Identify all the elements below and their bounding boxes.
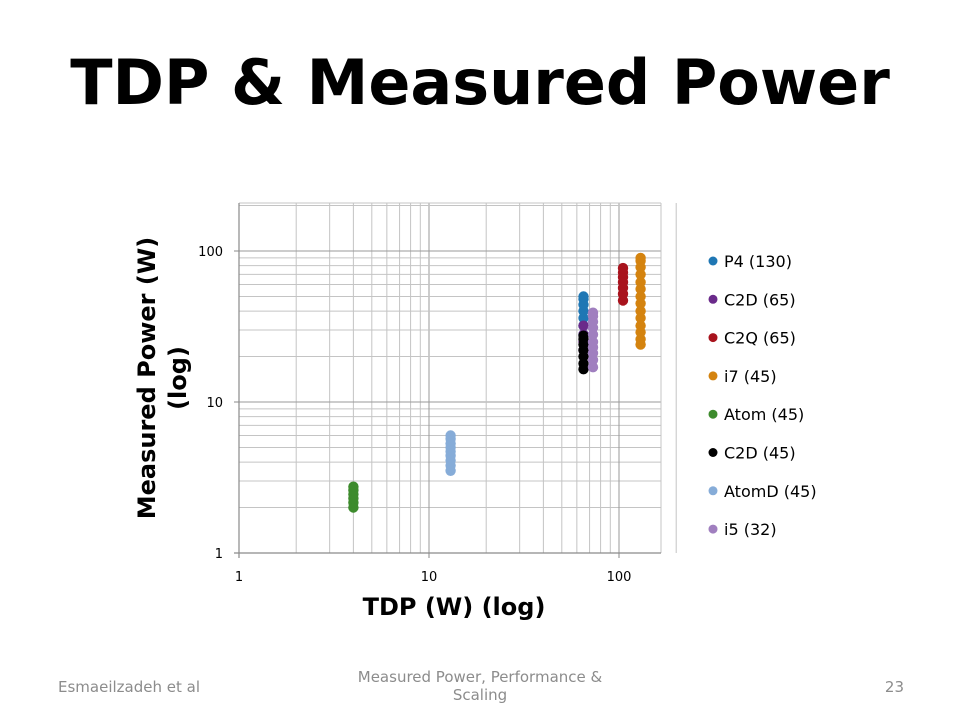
- legend-marker: [708, 448, 718, 457]
- legend-marker: [708, 333, 718, 343]
- legend-marker: [708, 371, 718, 381]
- y-axis-title-line-2: (log): [164, 346, 192, 410]
- legend-entry: Atom (45): [724, 405, 804, 424]
- y-axis-title: Measured Power (W): [133, 237, 161, 520]
- y-tick-label: 1: [215, 547, 223, 562]
- data-point: [578, 330, 589, 341]
- legend-marker: [708, 486, 718, 496]
- y-tick-label: 100: [198, 245, 223, 260]
- x-tick-label: 10: [421, 570, 438, 585]
- points-layer: [348, 252, 646, 513]
- legend-entry: P4 (130): [724, 252, 792, 271]
- legend-entry: AtomD (45): [724, 482, 817, 501]
- legend-marker: [708, 256, 718, 266]
- axes-layer: 1 10 100 1 10 100: [198, 203, 661, 585]
- data-point: [445, 430, 456, 441]
- data-point: [635, 320, 646, 331]
- data-point: [578, 291, 589, 302]
- data-point: [587, 336, 599, 348]
- legend-entry: i5 (32): [724, 520, 777, 539]
- legend-marker: [708, 524, 718, 534]
- legend-entry: C2D (45): [724, 444, 796, 463]
- data-point: [587, 307, 599, 318]
- data-point: [635, 277, 646, 288]
- footer-title: Measured Power, Performance & Scaling: [357, 668, 603, 704]
- legend-marker: [708, 294, 718, 304]
- legend-marker: [708, 409, 718, 419]
- slide-title: TDP & Measured Power: [70, 46, 890, 119]
- y-tick-label: 10: [206, 396, 223, 411]
- footer-author: Esmaeilzadeh et al: [58, 678, 200, 696]
- legend-entry: C2D (65): [724, 290, 796, 309]
- legend-layer: P4 (130) C2D (65) C2Q (65) i7 (45) Atom (45)…: [708, 252, 817, 539]
- legend-entry: i7 (45): [724, 367, 777, 386]
- data-point: [348, 481, 359, 492]
- legend-entry: C2Q (65): [724, 329, 796, 348]
- data-point: [635, 291, 646, 302]
- x-tick-label: 100: [607, 570, 632, 585]
- grid-layer: [238, 202, 677, 554]
- data-point: [578, 320, 589, 331]
- page-number: 23: [884, 678, 904, 696]
- data-point: [617, 262, 629, 274]
- x-tick-label: 1: [235, 570, 243, 585]
- data-point: [635, 305, 646, 317]
- data-point: [587, 362, 599, 373]
- data-point: [635, 252, 646, 264]
- x-axis-title: TDP (W) (log): [363, 593, 546, 621]
